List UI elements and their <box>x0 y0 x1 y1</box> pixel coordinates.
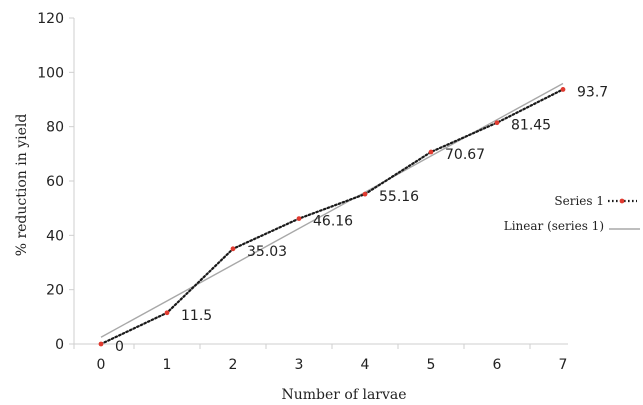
y-axis-ticks: 0 20 40 60 80 100 120 <box>37 11 74 353</box>
data-point <box>560 87 566 92</box>
x-tick-label: 5 <box>427 357 436 373</box>
y-axis-title: % reduction in yield <box>14 114 30 257</box>
y-tick-label: 0 <box>55 337 64 353</box>
data-point <box>230 246 236 252</box>
data-label: 35.03 <box>247 244 287 260</box>
x-tick-label: 0 <box>97 357 106 373</box>
data-point <box>362 191 368 197</box>
data-label: 55.16 <box>379 189 419 205</box>
trendline-linear-series-1 <box>100 82 564 338</box>
y-tick-label: 40 <box>46 228 64 244</box>
data-point <box>428 149 434 155</box>
legend: Series 1 Linear (series 1) <box>504 194 640 233</box>
data-label: 11.5 <box>181 308 212 324</box>
chart-axes <box>73 18 568 345</box>
data-label: 70.67 <box>445 147 485 163</box>
data-label: 81.45 <box>511 118 551 134</box>
series-1-line <box>99 88 565 346</box>
data-point <box>98 341 104 347</box>
data-label: 93.7 <box>577 84 608 100</box>
data-point <box>494 120 500 126</box>
data-point <box>164 310 170 316</box>
y-tick-label: 80 <box>46 120 64 136</box>
x-tick-label: 3 <box>295 357 304 373</box>
trendline-layer <box>100 82 564 338</box>
legend-marker-series-1 <box>619 198 625 204</box>
data-labels-layer: 0 11.5 35.03 46.16 55.16 70.67 81.45 93.7 <box>115 84 608 355</box>
y-tick-label: 60 <box>46 174 64 190</box>
y-tick-label: 100 <box>37 65 64 81</box>
x-axis-title: Number of larvae <box>281 387 406 403</box>
x-tick-label: 2 <box>229 357 238 373</box>
series-layer <box>98 87 566 347</box>
data-label: 46.16 <box>313 214 353 230</box>
legend-label-linear-series-1: Linear (series 1) <box>504 219 604 233</box>
x-tick-label: 1 <box>163 357 172 373</box>
x-tick-label: 6 <box>493 357 502 373</box>
x-tick-label: 7 <box>559 357 568 373</box>
data-label: 0 <box>115 339 124 355</box>
data-point <box>296 216 302 221</box>
x-axis-ticks: 0 1 2 3 4 5 6 7 <box>73 344 568 373</box>
y-tick-label: 20 <box>46 283 64 299</box>
legend-label-series-1: Series 1 <box>554 194 604 208</box>
x-tick-label: 4 <box>361 357 370 373</box>
y-tick-label: 120 <box>37 11 64 27</box>
